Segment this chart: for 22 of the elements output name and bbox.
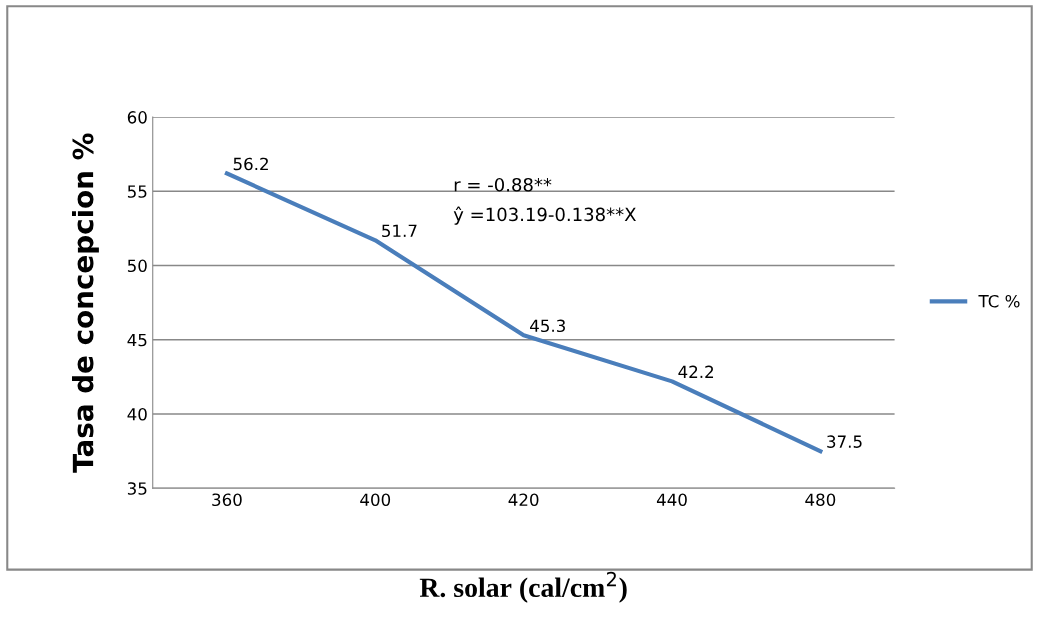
y-axis-title: Tasa de concepcion % bbox=[72, 133, 99, 473]
y-tick-label: 40 bbox=[127, 408, 147, 421]
x-tick-label: 420 bbox=[508, 493, 539, 507]
line-series bbox=[224, 171, 823, 454]
data-label: 56.2 bbox=[233, 157, 268, 171]
y-tick-label: 60 bbox=[127, 111, 147, 124]
y-tick-label: 45 bbox=[127, 333, 147, 347]
data-label: 42.2 bbox=[678, 365, 714, 378]
data-label: 45.3 bbox=[530, 319, 565, 333]
y-tick-label: 35 bbox=[127, 482, 147, 495]
annotation: r = -0.88** bbox=[454, 177, 552, 192]
x-tick-label: 400 bbox=[360, 493, 391, 507]
y-tick-label: 50 bbox=[127, 259, 147, 273]
x-tick-label: 480 bbox=[805, 493, 836, 507]
annotation: ŷ =103.19-0.138**X bbox=[453, 206, 636, 225]
x-tick-label: 360 bbox=[212, 493, 242, 507]
x-axis-title: R. solar (cal/cm$^{2}$) bbox=[419, 571, 627, 603]
legend-label: TC % bbox=[978, 294, 1020, 308]
x-tick-label: 440 bbox=[656, 493, 687, 507]
data-label: 37.5 bbox=[827, 435, 862, 448]
y-tick-label: 55 bbox=[127, 185, 147, 198]
data-label: 51.7 bbox=[382, 224, 417, 238]
